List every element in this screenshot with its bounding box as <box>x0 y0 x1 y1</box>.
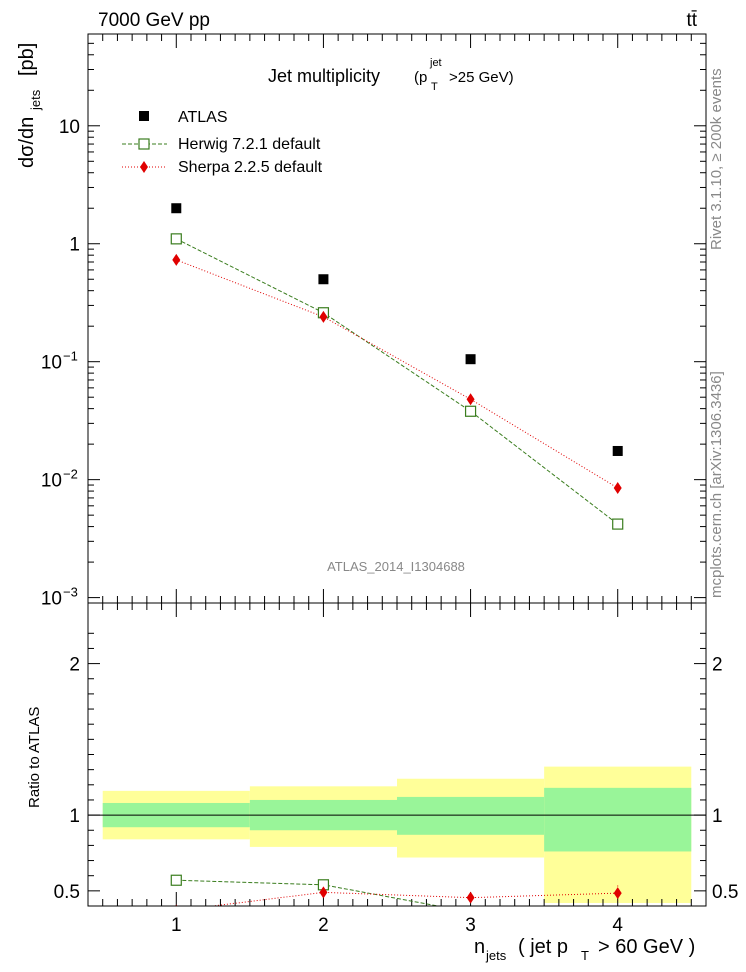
rivet-label: Rivet 3.1.10, ≥ 200k events <box>708 68 725 250</box>
main-series-markers <box>170 203 624 530</box>
x-tick-label: 3 <box>465 915 476 936</box>
x-axis-label: n jets ( jet p T > 60 GeV ) <box>474 936 695 963</box>
svg-text:> 60 GeV ): > 60 GeV ) <box>598 936 695 958</box>
legend-marker-atlas <box>139 111 149 121</box>
ratio-uncertainty-bands <box>102 766 692 903</box>
main-y-tick-label: 1 <box>69 235 80 256</box>
main-point-atlas <box>171 203 182 214</box>
mcplots-label: mcplots.cern.ch [arXiv:1306.3436] <box>708 371 725 598</box>
legend-marker-herwig <box>138 138 150 150</box>
process-label: tt̄ <box>686 10 697 31</box>
main-y-tick-label: 10 <box>59 117 80 138</box>
main-point-sherpa <box>466 393 475 406</box>
ratio-point-sherpa <box>319 886 328 899</box>
x-tick-label: 4 <box>612 915 623 936</box>
svg-text:( jet p: ( jet p <box>518 936 568 958</box>
legend: ATLAS Herwig 7.2.1 default Sherpa 2.2.5 … <box>122 109 323 176</box>
main-plot-title: Jet multiplicity (p jet T >25 GeV) <box>268 57 514 93</box>
main-y-axis-label: dσ/dn jets [pb] <box>16 43 43 168</box>
energy-label: 7000 GeV pp <box>98 10 210 31</box>
main-y-tick-label: 10 <box>41 353 62 374</box>
svg-text:T: T <box>581 948 589 963</box>
main-point-herwig <box>170 233 182 245</box>
main-y-tick-label: 10 <box>41 471 62 492</box>
ratio-y-tick-label-right: 0.5 <box>712 882 738 903</box>
main-point-atlas <box>612 445 623 456</box>
legend-label-sherpa: Sherpa 2.2.5 default <box>178 159 323 176</box>
svg-text:jets: jets <box>28 89 43 111</box>
ratio-series-line-1 <box>208 891 618 906</box>
ratio-point-herwig <box>170 874 182 886</box>
ratio-stat-band <box>544 787 692 852</box>
main-point-sherpa <box>613 481 622 494</box>
analysis-tag: ATLAS_2014_I1304688 <box>327 559 465 574</box>
ratio-y-tick-label-right: 2 <box>712 655 723 676</box>
ratio-point-sherpa <box>466 891 475 904</box>
main-point-atlas <box>318 274 329 285</box>
main-series-line-2 <box>176 259 618 489</box>
main-y-tick-exponent: −1 <box>63 349 78 364</box>
main-y-tick-exponent: −3 <box>63 585 78 600</box>
svg-text:[pb]: [pb] <box>16 43 38 76</box>
main-y-tick-exponent: −2 <box>63 467 78 482</box>
main-series-lines <box>176 238 619 525</box>
main-point-sherpa <box>172 253 181 266</box>
svg-text:>25 GeV): >25 GeV) <box>449 69 514 86</box>
svg-text:n: n <box>474 936 485 958</box>
svg-text:Jet multiplicity: Jet multiplicity <box>268 66 380 86</box>
svg-text:dσ/dn: dσ/dn <box>16 117 38 168</box>
ratio-y-axis-label: Ratio to ATLAS <box>26 707 43 808</box>
main-point-herwig <box>464 405 477 417</box>
svg-text:jets: jets <box>485 948 507 963</box>
svg-text:(p: (p <box>414 69 427 86</box>
ratio-point-sherpa <box>613 887 622 900</box>
main-point-sherpa <box>319 310 328 323</box>
main-point-atlas <box>465 354 476 365</box>
svg-text:T: T <box>431 81 438 93</box>
x-tick-label: 1 <box>171 915 182 936</box>
main-y-tick-label: 10 <box>41 589 62 610</box>
ratio-plot-frame <box>87 602 707 907</box>
main-series-line-1 <box>176 238 619 525</box>
x-tick-label: 2 <box>318 915 329 936</box>
ratio-plot-panel: 2 2 1 1 0.5 0.5 1 2 3 4 Ratio to ATLAS n jets ( j… <box>26 602 738 963</box>
ratio-series-lines <box>176 879 618 906</box>
ratio-stat-band <box>397 796 545 835</box>
legend-label-atlas: ATLAS <box>178 109 228 126</box>
main-point-herwig <box>612 518 624 530</box>
ratio-y-tick-label-left: 1 <box>69 806 80 827</box>
ratio-y-tick-label-left: 2 <box>69 655 80 676</box>
legend-marker-sherpa <box>140 161 148 173</box>
ratio-y-tick-label-right: 1 <box>712 806 723 827</box>
ratio-axis-ticks: 2 2 1 1 0.5 0.5 1 2 3 4 <box>54 603 738 936</box>
ratio-series-markers <box>170 874 622 906</box>
legend-label-herwig: Herwig 7.2.1 default <box>178 136 321 153</box>
ratio-series-line-0 <box>176 879 441 906</box>
ratio-y-tick-label-left: 0.5 <box>54 882 80 903</box>
svg-text:jet: jet <box>429 57 442 69</box>
